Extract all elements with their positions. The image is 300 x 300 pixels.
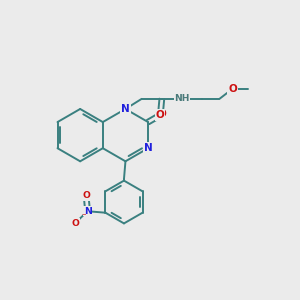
Text: O: O <box>228 84 237 94</box>
Text: O: O <box>71 219 79 228</box>
Text: O: O <box>82 191 90 200</box>
Text: N: N <box>121 104 130 114</box>
Text: N: N <box>84 207 92 216</box>
Text: N: N <box>144 143 152 153</box>
Text: O: O <box>156 110 165 120</box>
Text: O: O <box>157 109 166 119</box>
Text: NH: NH <box>174 94 190 103</box>
Text: $^-$: $^-$ <box>80 211 88 220</box>
